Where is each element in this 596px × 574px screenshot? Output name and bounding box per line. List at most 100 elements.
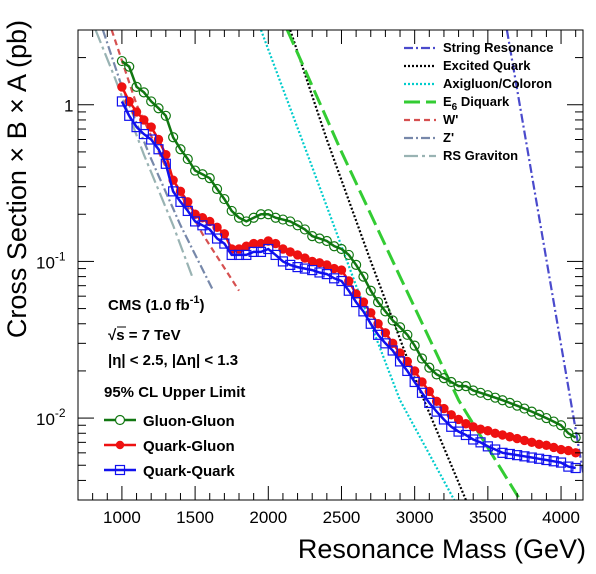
data-legend-marker [115, 440, 125, 450]
data-point [526, 452, 537, 463]
data-point [409, 376, 420, 388]
theory-curve-5 [101, 30, 214, 291]
data-point [307, 231, 318, 242]
y-tick-label: 10-1 [36, 249, 66, 272]
theory-curve-0 [505, 30, 583, 473]
data-point [380, 338, 391, 349]
data-point [424, 397, 435, 408]
data-point [336, 275, 347, 287]
data-point [299, 224, 310, 235]
x-tick-label: 4000 [542, 508, 580, 527]
theory-curve-1 [289, 30, 467, 500]
data-point [438, 414, 450, 425]
data-point [124, 61, 135, 72]
data-point [153, 134, 164, 145]
experiment-label: CMS (1.0 fb-1) [108, 294, 204, 314]
data-point [439, 403, 449, 414]
data-legend-label: Gluon-Gluon [143, 413, 235, 430]
data-point [519, 403, 530, 414]
data-point [117, 82, 127, 92]
data-point [387, 345, 398, 356]
data-point [182, 153, 193, 165]
data-point [416, 353, 428, 364]
data-point [182, 205, 193, 217]
data-point [409, 366, 420, 376]
data-point [358, 271, 369, 282]
data-point [336, 243, 347, 255]
data-point [468, 434, 479, 445]
data-point [431, 406, 442, 417]
data-point [548, 456, 559, 467]
theory-legend-label: Axigluon/Coloron [443, 76, 552, 91]
data-point [344, 276, 354, 286]
data-point [233, 249, 245, 261]
theory-curve-6 [94, 30, 194, 277]
data-point [160, 158, 171, 169]
data-point [365, 318, 376, 329]
data-point [205, 216, 215, 227]
data-point [175, 186, 186, 197]
data-point [490, 392, 501, 403]
theory-curve-4 [110, 30, 240, 292]
data-point [314, 233, 325, 244]
x-tick-label: 2500 [323, 508, 361, 527]
x-axis-title: Resonance Mass (GeV) [298, 534, 586, 564]
data-point [366, 308, 376, 318]
data-point [138, 128, 149, 140]
energy-label: √s = 7 TeV [108, 327, 181, 344]
data-point [146, 134, 157, 145]
data-legend-label: Quark-Gluon [143, 438, 235, 455]
data-point [168, 132, 179, 143]
data-point [394, 322, 406, 333]
data-point [270, 249, 281, 261]
data-point [555, 420, 567, 431]
data-point [497, 447, 508, 458]
theory-legend-label: RS Graviton [443, 148, 518, 163]
data-point [211, 183, 223, 195]
theory-legend-label: String Resonance [443, 40, 554, 55]
data-point [372, 296, 384, 308]
series-0 [116, 55, 581, 443]
limit-series [116, 55, 581, 474]
data-point [226, 249, 237, 261]
data-point [409, 340, 420, 351]
cl-label: 95% CL Upper Limit [104, 384, 245, 401]
data-point [131, 81, 142, 92]
data-point [402, 365, 413, 377]
data-point [116, 55, 128, 67]
data-point [131, 122, 142, 133]
data-point [475, 387, 486, 398]
data-point [380, 306, 391, 317]
data-point [219, 193, 230, 205]
data-point [197, 213, 208, 223]
data-point [417, 377, 427, 387]
data-point [372, 329, 384, 340]
data-point [453, 426, 464, 437]
data-point [255, 246, 267, 258]
data-point [563, 461, 574, 472]
data-point [504, 448, 515, 460]
data-point [358, 306, 369, 317]
data-point [533, 453, 545, 464]
data-point [190, 216, 201, 227]
series-1 [117, 82, 581, 458]
data-point [541, 454, 552, 466]
data-point [124, 110, 135, 121]
plot-frame [77, 29, 584, 501]
theory-curve-2 [259, 30, 456, 500]
annotation-block: CMS (1.0 fb-1) √s = 7 TeV |η| < 2.5, |Δη… [104, 294, 245, 401]
data-point [175, 144, 186, 155]
cuts-label: |η| < 2.5, |Δη| < 1.3 [108, 352, 238, 369]
data-point [424, 362, 435, 373]
theory-legend-label: W' [443, 112, 458, 127]
data-point [139, 115, 149, 125]
data-point [482, 390, 493, 401]
data-point [431, 396, 442, 406]
data-point [402, 356, 413, 367]
data-point [504, 397, 515, 408]
data-point [270, 238, 281, 249]
data-point [380, 328, 391, 338]
data-point [168, 186, 179, 197]
data-point [336, 265, 347, 275]
